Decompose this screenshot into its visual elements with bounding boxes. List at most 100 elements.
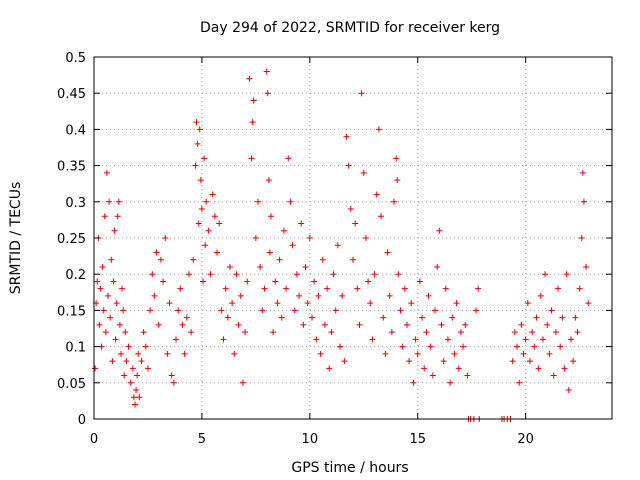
grid — [94, 57, 612, 419]
data-point — [285, 155, 292, 162]
data-point — [214, 249, 221, 256]
data-point — [147, 307, 154, 314]
data-point — [382, 350, 389, 357]
data-point — [313, 336, 320, 343]
data-point — [380, 314, 387, 321]
data-point — [151, 292, 158, 299]
data-point — [304, 300, 311, 307]
data-point — [347, 206, 354, 213]
data-point — [259, 307, 266, 314]
data-point — [339, 292, 346, 299]
data-point — [125, 343, 132, 350]
data-point — [113, 300, 120, 307]
data-point — [360, 169, 367, 176]
data-point — [132, 401, 139, 408]
data-point — [395, 271, 402, 278]
y-tick-label: 0.3 — [65, 196, 86, 211]
data-point — [231, 350, 238, 357]
data-point — [233, 271, 240, 278]
data-point — [455, 365, 462, 372]
data-point — [311, 278, 318, 285]
data-point — [427, 343, 434, 350]
data-point — [520, 350, 527, 357]
data-point — [192, 162, 199, 169]
data-point — [267, 213, 274, 220]
data-point — [555, 285, 562, 292]
data-point — [535, 365, 542, 372]
data-point — [257, 263, 264, 270]
data-point — [99, 263, 106, 270]
y-tick-label: 0.15 — [57, 304, 86, 319]
data-point — [423, 329, 430, 336]
chart-title: Day 294 of 2022, SRMTID for receiver ker… — [200, 20, 500, 36]
data-point — [542, 271, 549, 278]
data-point — [365, 278, 372, 285]
data-point — [239, 379, 246, 386]
data-point — [179, 321, 186, 328]
data-point — [375, 126, 382, 133]
data-point — [127, 379, 134, 386]
data-point — [328, 329, 335, 336]
data-point — [451, 350, 458, 357]
data-point — [531, 343, 538, 350]
data-point — [580, 198, 587, 205]
data-point — [585, 300, 592, 307]
data-point — [265, 177, 272, 184]
data-point — [175, 307, 182, 314]
data-point — [272, 278, 279, 285]
y-tick-label: 0.1 — [65, 341, 86, 356]
data-point — [216, 220, 223, 227]
data-point — [546, 350, 553, 357]
data-point — [226, 263, 233, 270]
data-point — [198, 206, 205, 213]
data-point — [401, 285, 408, 292]
data-point — [255, 198, 262, 205]
data-point — [386, 292, 393, 299]
data-point — [153, 249, 160, 256]
data-point — [334, 242, 341, 249]
data-point — [321, 321, 328, 328]
data-point — [229, 300, 236, 307]
data-point — [518, 321, 525, 328]
data-point — [168, 372, 175, 379]
data-point — [367, 300, 374, 307]
data-point — [249, 119, 256, 126]
data-point — [280, 227, 287, 234]
data-point — [317, 350, 324, 357]
y-axis-label: SRMTID / TECUs — [8, 182, 24, 295]
data-point — [462, 321, 469, 328]
data-point — [246, 75, 253, 82]
data-point — [350, 256, 356, 263]
data-point — [203, 198, 210, 205]
data-point — [539, 336, 546, 343]
data-point — [250, 97, 257, 104]
data-point — [384, 249, 391, 256]
data-point — [96, 321, 103, 328]
data-point — [559, 314, 566, 321]
data-point — [429, 372, 436, 379]
data-point — [561, 365, 568, 372]
data-point — [388, 329, 395, 336]
data-point — [557, 343, 564, 350]
data-point — [362, 235, 369, 241]
data-point — [511, 329, 518, 336]
data-point — [130, 394, 137, 401]
data-point — [244, 278, 251, 285]
data-point — [324, 285, 331, 292]
data-point — [110, 278, 117, 285]
data-point — [514, 343, 521, 350]
data-point — [164, 350, 171, 357]
data-point — [94, 278, 101, 285]
data-point — [140, 329, 147, 336]
data-point — [114, 213, 121, 220]
data-point — [218, 307, 225, 314]
data-point — [193, 119, 200, 126]
data-point — [369, 336, 376, 343]
data-point — [237, 292, 244, 299]
data-point — [442, 285, 449, 292]
x-tick-label: 10 — [302, 432, 319, 447]
data-point — [567, 336, 574, 343]
data-point — [274, 300, 281, 307]
data-point — [563, 271, 570, 278]
axis-ticks: 0 0.05 0.1 0.15 0.2 0.25 0.3 0.35 0.4 0.45 0.5 0 5 10… — [57, 51, 612, 447]
